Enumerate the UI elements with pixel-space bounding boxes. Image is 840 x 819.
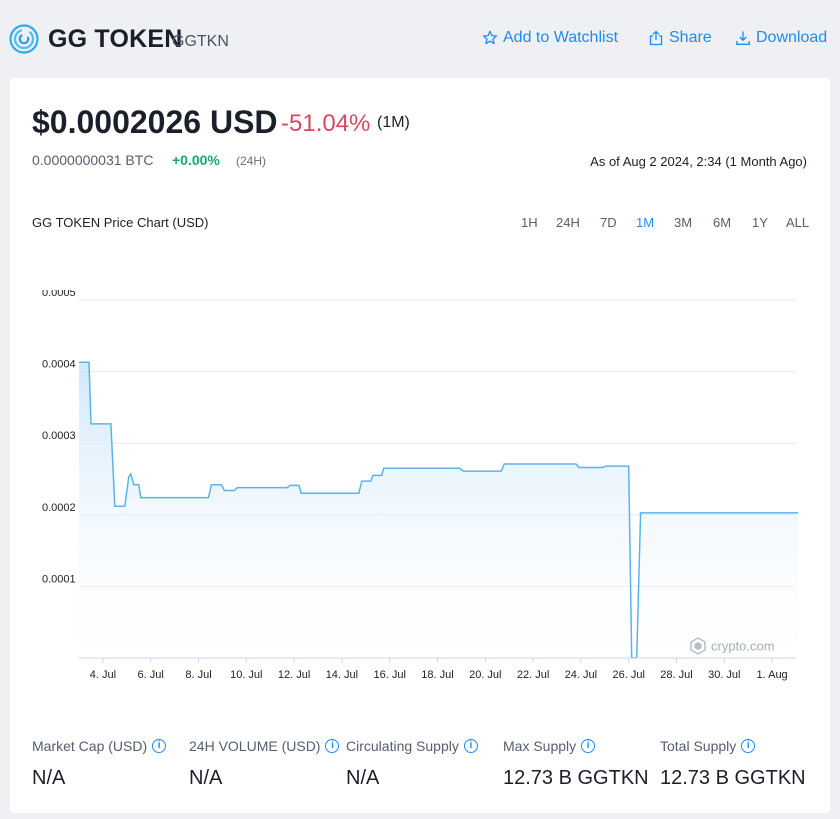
x-tick-label: 20. Jul [469,669,501,681]
chart-range-selector: 1H 24H 7D 1M 3M 6M 1Y ALL [0,215,840,233]
stat-circulating-supply: Circulating Supply i N/A [346,738,478,790]
range-all[interactable]: ALL [786,215,810,230]
x-tick-label: 10. Jul [230,669,262,681]
stat-value: N/A [32,767,66,789]
x-tick-label: 1. Aug [756,669,787,681]
stat-24h-volume: 24H VOLUME (USD) i N/A [189,738,340,790]
stat-max-supply: Max Supply i 12.73 B GGTKN [503,738,649,790]
watchlist-label: Add to Watchlist [503,29,619,46]
usd-price: $0.0002026 USD [32,104,278,140]
share-label: Share [669,29,712,46]
price-chart[interactable]: 0.0001 0.0002 0.0003 0.0004 0.0005 4. Jul 6. J… [0,290,840,690]
x-tick-label: 14. Jul [326,669,358,681]
price-card [10,78,830,813]
x-tick-label: 16. Jul [373,669,405,681]
stats-row: Market Cap (USD) i N/A 24H VOLUME (USD) i … [0,738,840,798]
token-name: GG TOKEN [48,25,183,53]
price-line [79,361,798,659]
info-icon[interactable]: i [463,739,478,753]
range-3m[interactable]: 3M [674,215,693,230]
range-1h[interactable]: 1H [521,215,538,230]
stat-label: Total Supply [660,738,737,754]
stat-label: 24H VOLUME (USD) [189,738,321,754]
stat-label: Market Cap (USD) [32,738,148,754]
y-tick-label: 0.0004 [42,359,76,371]
price-change-percent: -51.04% [281,110,371,137]
btc-price: 0.0000000031 BTC [32,152,154,168]
range-1y[interactable]: 1Y [752,215,768,230]
range-1m[interactable]: 1M [636,215,655,230]
star-icon [482,30,498,45]
page-header: GG TOKEN GGTKN Add to Watchlist Share Do… [0,0,840,78]
y-tick-label: 0.0002 [42,502,76,514]
download-icon [736,31,750,45]
y-tick-label: 0.0003 [42,430,76,442]
stat-total-supply: Total Supply i 12.73 B GGTKN [660,738,806,790]
info-icon[interactable]: i [152,739,167,753]
info-icon[interactable]: i [741,739,756,753]
x-tick-label: 12. Jul [278,669,310,681]
download-label: Download [756,29,828,46]
x-tick-label: 4. Jul [90,669,116,681]
crypto-com-logo-icon [690,637,706,655]
range-6m[interactable]: 6M [713,215,732,230]
y-tick-label: 0.0005 [42,290,76,299]
x-tick-label: 24. Jul [565,669,597,681]
stat-label: Max Supply [503,738,577,754]
share-button[interactable]: Share [648,29,712,47]
info-icon[interactable]: i [325,739,340,753]
x-tick-label: 26. Jul [612,669,644,681]
chart-title: GG TOKEN Price Chart (USD) [32,215,209,230]
change-period: (1M) [377,114,410,131]
x-tick-label: 30. Jul [708,669,740,681]
watermark-text: crypto.com [711,639,775,654]
range-24h[interactable]: 24H [556,215,580,230]
x-tick-label: 18. Jul [421,669,453,681]
x-tick-label: 6. Jul [138,669,164,681]
gg-token-logo-icon [9,24,39,54]
btc-change-period: (24H) [236,154,267,168]
range-7d[interactable]: 7D [600,215,617,230]
y-tick-label: 0.0001 [42,573,76,585]
stat-value: 12.73 B GGTKN [503,767,649,789]
x-tick-label: 22. Jul [517,669,549,681]
price-area [79,362,798,658]
add-to-watchlist-button[interactable]: Add to Watchlist [482,29,618,47]
token-symbol: GGTKN [172,33,229,50]
stat-value: N/A [189,767,223,789]
x-tick-label: 28. Jul [660,669,692,681]
stat-label: Circulating Supply [346,738,459,754]
crypto-com-watermark: crypto.com [690,637,775,655]
stat-value: N/A [346,767,380,789]
share-icon [649,30,663,46]
x-tick-label: 8. Jul [185,669,211,681]
stat-value: 12.73 B GGTKN [660,767,806,789]
stat-market-cap: Market Cap (USD) i N/A [32,738,167,790]
info-icon[interactable]: i [581,739,596,753]
btc-change-percent: +0.00% [172,152,220,168]
download-button[interactable]: Download [735,29,827,47]
as-of-timestamp: As of Aug 2 2024, 2:34 (1 Month Ago) [590,154,807,169]
